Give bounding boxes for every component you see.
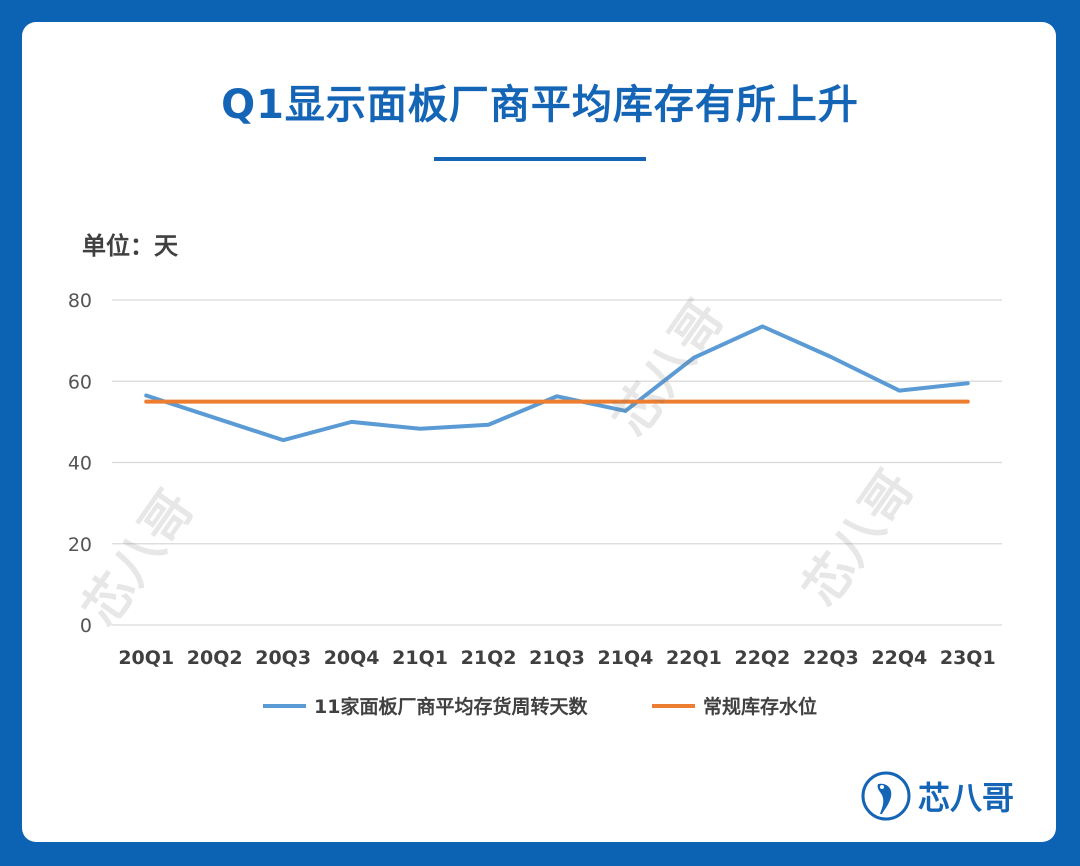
x-tick-label: 20Q3 <box>255 647 311 669</box>
chart-title: Q1显示面板厂商平均库存有所上升 <box>221 82 859 128</box>
x-tick-label: 22Q4 <box>871 647 927 669</box>
x-tick-label: 21Q1 <box>392 647 448 669</box>
x-tick-label: 23Q1 <box>940 647 996 669</box>
title-underline <box>434 157 646 161</box>
y-tick-label: 80 <box>68 290 92 312</box>
x-tick-label: 22Q2 <box>734 647 790 669</box>
x-tick-label: 22Q3 <box>803 647 859 669</box>
y-tick-label: 20 <box>68 534 92 556</box>
x-tick-label: 21Q2 <box>461 647 517 669</box>
y-tick-label: 60 <box>68 371 92 393</box>
x-tick-label: 22Q1 <box>666 647 722 669</box>
series-line <box>144 324 970 443</box>
x-tick-label: 20Q4 <box>324 647 380 669</box>
legend-label: 11家面板厂商平均存货周转天数 <box>314 695 588 718</box>
bird-logo-icon <box>861 771 911 821</box>
x-tick-label: 21Q4 <box>598 647 654 669</box>
brand-logo: 芯八哥 <box>860 770 1014 822</box>
y-tick-label: 40 <box>68 453 92 475</box>
x-tick-label: 20Q1 <box>118 647 174 669</box>
x-tick-label: 21Q3 <box>529 647 585 669</box>
x-tick-label: 20Q2 <box>187 647 243 669</box>
unit-label: 单位：天 <box>82 232 178 260</box>
y-tick-label: 0 <box>80 615 92 637</box>
brand-name: 芯八哥 <box>918 779 1015 817</box>
legend-label: 常规库存水位 <box>703 695 817 718</box>
